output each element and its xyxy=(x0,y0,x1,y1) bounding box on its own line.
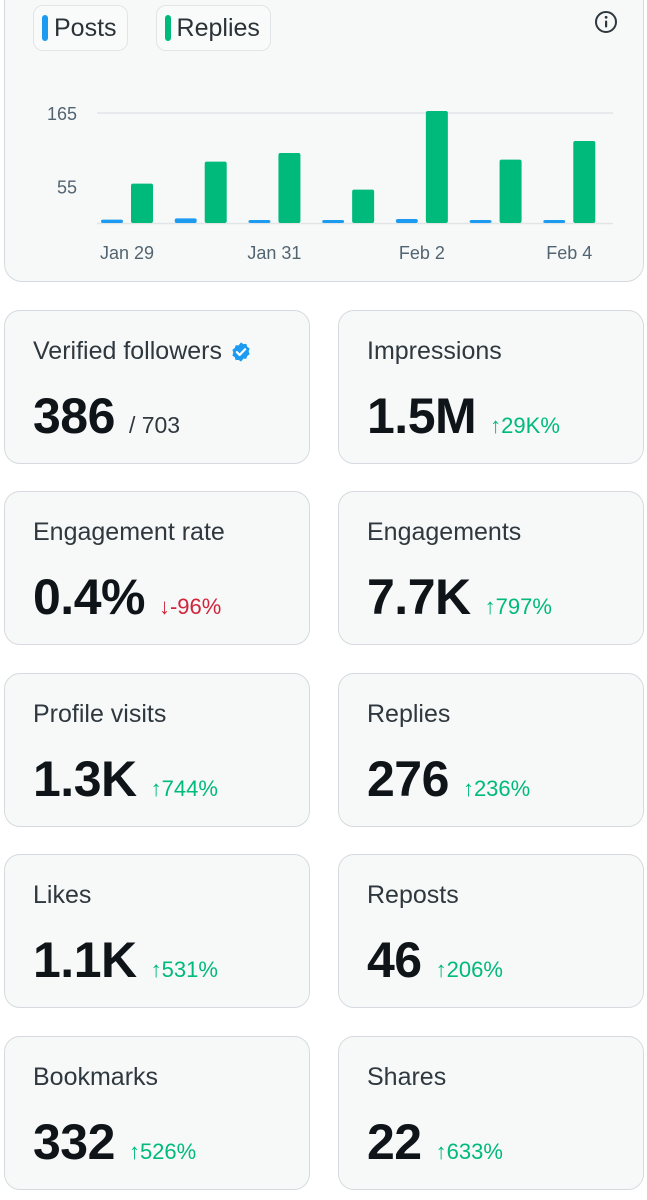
stat-delta-up: ↑29K% xyxy=(490,413,560,438)
stat-delta-up: ↑236% xyxy=(462,776,531,801)
stat-label-text: Reposts xyxy=(367,881,459,909)
bar-posts-jan-31[interactable] xyxy=(248,220,271,223)
x-tick-label: Feb 2 xyxy=(399,243,445,263)
stat-label: Reposts xyxy=(367,881,459,910)
stat-value-row: 22 ↑633% xyxy=(367,1113,503,1171)
bar-replies-feb-4[interactable] xyxy=(573,141,596,223)
stat-delta-up: ↑206% xyxy=(435,957,503,982)
stat-label-text: Verified followers xyxy=(33,337,222,365)
bar-replies-feb-1[interactable] xyxy=(352,189,375,223)
stat-value: 276 xyxy=(367,751,449,807)
stat-label: Likes xyxy=(33,881,91,910)
stat-value: 1.1K xyxy=(33,932,137,988)
stat-label: Engagement rate xyxy=(33,518,225,547)
bar-posts-feb-1[interactable] xyxy=(322,220,345,223)
stat-card-engagement-rate[interactable]: Engagement rate 0.4% ↓-96% xyxy=(4,491,310,645)
stat-delta-up: ↑633% xyxy=(435,1139,503,1164)
bar-replies-feb-2[interactable] xyxy=(425,111,448,223)
info-circle-icon[interactable] xyxy=(593,9,619,35)
x-tick-label: Feb 4 xyxy=(546,243,592,263)
bar-posts-feb-3[interactable] xyxy=(469,220,492,223)
verified-badge-icon xyxy=(232,341,250,362)
stat-card-impressions[interactable]: Impressions 1.5M ↑29K% xyxy=(338,310,644,464)
stat-card-profile-visits[interactable]: Profile visits 1.3K ↑744% xyxy=(4,673,310,827)
stat-delta-up: ↑531% xyxy=(150,957,218,982)
stat-card-likes[interactable]: Likes 1.1K ↑531% xyxy=(4,854,310,1008)
stat-value-row: 332 ↑526% xyxy=(33,1113,196,1171)
stat-label: Impressions xyxy=(367,337,502,366)
stat-label: Engagements xyxy=(367,518,521,547)
bar-posts-feb-4[interactable] xyxy=(543,220,566,223)
stat-value: 386 xyxy=(33,388,115,444)
bar-replies-jan-30[interactable] xyxy=(204,161,227,223)
stat-label: Shares xyxy=(367,1063,446,1092)
stat-label: Replies xyxy=(367,700,450,729)
stat-card-bookmarks[interactable]: Bookmarks 332 ↑526% xyxy=(4,1036,310,1190)
activity-chart-card: 165 55 Jan 29 Jan 31 Feb 2 Feb 4 Posts Repli… xyxy=(4,0,644,282)
stat-value: 22 xyxy=(367,1114,422,1170)
stat-value-row: 1.5M ↑29K% xyxy=(367,387,560,445)
stat-value-row: 1.1K ↑531% xyxy=(33,931,218,989)
chart-legend: Posts Replies xyxy=(33,5,271,51)
y-tick-label: 55 xyxy=(57,177,77,197)
stat-value: 0.4% xyxy=(33,569,145,625)
stat-card-verified-followers[interactable]: Verified followers 386 / 703 xyxy=(4,310,310,464)
stat-value: 7.7K xyxy=(367,569,471,625)
stat-card-replies[interactable]: Replies 276 ↑236% xyxy=(338,673,644,827)
legend-swatch-replies xyxy=(164,15,171,41)
bar-posts-feb-2[interactable] xyxy=(395,219,418,223)
stat-card-shares[interactable]: Shares 22 ↑633% xyxy=(338,1036,644,1190)
bar-replies-feb-3[interactable] xyxy=(499,159,522,223)
activity-bar-chart: 165 55 Jan 29 Jan 31 Feb 2 Feb 4 xyxy=(47,104,613,263)
stat-label: Bookmarks xyxy=(33,1063,158,1092)
bar-posts-jan-30[interactable] xyxy=(174,218,197,223)
stat-label-text: Profile visits xyxy=(33,700,167,728)
stat-value-row: 46 ↑206% xyxy=(367,931,503,989)
stat-label-text: Engagement rate xyxy=(33,518,225,546)
x-tick-label: Jan 29 xyxy=(100,243,154,263)
stat-delta-up: ↑526% xyxy=(128,1139,197,1164)
stat-value-row: 276 ↑236% xyxy=(367,750,530,808)
stat-total: / 703 xyxy=(128,412,181,438)
stat-delta-down: ↓-96% xyxy=(158,594,222,619)
stat-value-row: 0.4% ↓-96% xyxy=(33,568,221,626)
y-tick-label: 165 xyxy=(47,104,77,124)
stat-delta-up: ↑797% xyxy=(484,594,552,619)
legend-replies-label: Replies xyxy=(176,13,260,42)
legend-posts-label: Posts xyxy=(54,13,117,42)
stat-card-engagements[interactable]: Engagements 7.7K ↑797% xyxy=(338,491,644,645)
legend-replies[interactable]: Replies xyxy=(155,5,271,51)
stat-value: 1.3K xyxy=(33,751,137,807)
stat-value: 332 xyxy=(33,1114,115,1170)
stat-label: Verified followers xyxy=(33,337,252,366)
stat-label-text: Bookmarks xyxy=(33,1063,159,1091)
stat-label-text: Shares xyxy=(367,1063,447,1091)
legend-posts[interactable]: Posts xyxy=(33,5,128,51)
stat-value-row: 7.7K ↑797% xyxy=(367,568,552,626)
bar-replies-jan-31[interactable] xyxy=(278,153,301,223)
stat-label-text: Engagements xyxy=(367,518,522,546)
stat-label: Profile visits xyxy=(33,700,166,729)
stat-value: 46 xyxy=(367,932,422,988)
stat-value-row: 1.3K ↑744% xyxy=(33,750,218,808)
x-tick-label: Jan 31 xyxy=(247,243,301,263)
stat-value: 1.5M xyxy=(367,388,477,444)
stat-delta-up: ↑744% xyxy=(150,776,218,801)
legend-swatch-posts xyxy=(42,15,48,41)
bar-replies-jan-29[interactable] xyxy=(131,183,153,223)
stat-value-row: 386 / 703 xyxy=(33,387,180,445)
stat-label-text: Impressions xyxy=(367,337,502,365)
bar-posts-jan-29[interactable] xyxy=(101,219,123,223)
stat-label-text: Replies xyxy=(367,700,451,728)
stat-card-reposts[interactable]: Reposts 46 ↑206% xyxy=(338,854,644,1008)
stat-label-text: Likes xyxy=(33,881,92,909)
